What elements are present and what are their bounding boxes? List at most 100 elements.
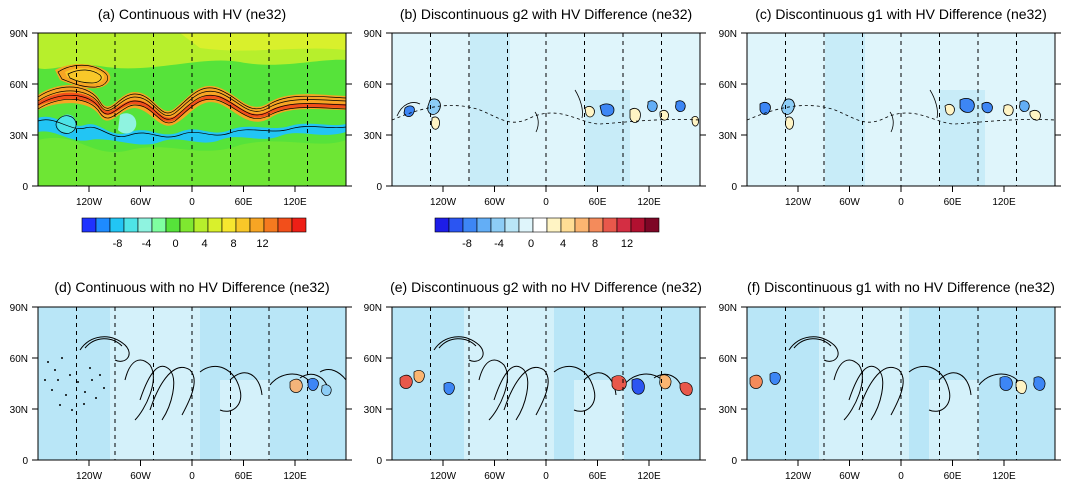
panel-a-xtick-120e: 120E [283, 197, 307, 208]
colorbar-a-label-12: 12 [256, 238, 268, 250]
panel-d-xtick-120e: 120E [283, 471, 307, 482]
colorbar-b-swatch-9 [560, 217, 576, 233]
colorbar-b-swatch-10 [574, 217, 590, 233]
colorbar-a-swatch-10 [221, 217, 237, 233]
panel-d-xtick-0: 0 [189, 471, 195, 482]
colorbar-b-label-neg4: -4 [494, 238, 504, 250]
panel-d: (d) Continuous with no HV Difference (ne… [10, 279, 352, 482]
panel-d-lon-dashes [76, 307, 308, 460]
panel-c-xtick-60w: 60W [839, 197, 860, 208]
panel-f-lon-dashes [785, 307, 1017, 460]
panel-a-lon-dashes [76, 33, 308, 186]
colorbar-a-swatch-8 [193, 217, 209, 233]
colorbar-a-swatch-5 [151, 217, 167, 233]
colorbar-a-swatch-13 [263, 217, 279, 233]
panel-e-ytick-0: 0 [376, 456, 382, 467]
panel-d-ytick-30n: 30N [10, 405, 28, 416]
panel-b-title: (b) Discontinuous g2 with HV Difference … [400, 6, 692, 22]
panel-f-xtick-120w: 120W [785, 471, 812, 482]
panel-f-xtick-120e: 120E [992, 471, 1016, 482]
colorbar-a-swatch-7 [179, 217, 195, 233]
panel-b-ytick-60n: 60N [364, 80, 382, 91]
panel-c-ytick-30n: 30N [719, 131, 737, 142]
colorbar-a-swatch-12 [249, 217, 265, 233]
panel-c-ticks [741, 32, 1061, 192]
panel-a-xtick-0: 0 [189, 197, 195, 208]
panel-b-ytick-30n: 30N [364, 131, 382, 142]
colorbar-b-swatch-4 [490, 217, 506, 233]
panel-b-xtick-120e: 120E [637, 197, 661, 208]
colorbar-b-swatch-13 [616, 217, 632, 233]
colorbar-b-swatch-7 [532, 217, 548, 233]
colorbar-b-swatch-14 [630, 217, 646, 233]
colorbar-a-swatch-3 [123, 217, 139, 233]
colorbar-b-label-8: 8 [592, 238, 598, 250]
colorbar-b-label-0: 0 [528, 238, 534, 250]
panel-d-ytick-0: 0 [22, 456, 28, 467]
colorbar-a-swatch-4 [137, 217, 153, 233]
panel-e-ytick-30n: 30N [364, 405, 382, 416]
colorbar-b-swatch-15 [644, 217, 660, 233]
colorbar-b-swatch-6 [518, 217, 534, 233]
panel-b-xtick-60e: 60E [589, 197, 607, 208]
panel-a-colorbar [81, 217, 307, 233]
colorbar-b-swatch-12 [602, 217, 618, 233]
panel-b-xtick-120w: 120W [430, 197, 457, 208]
panel-b-lon-dashes [430, 33, 662, 186]
panel-b-ytick-0: 0 [376, 182, 382, 193]
panel-a-ytick-60n: 60N [10, 80, 28, 91]
panel-e-ytick-60n: 60N [364, 354, 382, 365]
panel-c-title: (c) Discontinuous g1 with HV Difference … [755, 6, 1047, 22]
panel-f-ytick-30n: 30N [719, 405, 737, 416]
colorbar-b-swatch-5 [504, 217, 520, 233]
panel-f-ytick-90n: 90N [719, 303, 737, 314]
panel-d-xtick-60w: 60W [130, 471, 151, 482]
colorbar-b-swatch-8 [546, 217, 562, 233]
panel-a-ytick-90n: 90N [10, 29, 28, 40]
panel-a-xtick-60e: 60E [235, 197, 253, 208]
panel-e: (e) Discontinuous g2 with no HV Differen… [364, 279, 706, 482]
panel-c-ytick-0: 0 [731, 182, 737, 193]
panel-d-xtick-120w: 120W [76, 471, 103, 482]
panel-a: (a) Continuous with HV (ne32) [10, 6, 352, 250]
panel-e-title: (e) Discontinuous g2 with no HV Differen… [390, 279, 702, 295]
panel-c-ytick-60n: 60N [719, 80, 737, 91]
panel-e-lon-dashes [430, 307, 662, 460]
colorbar-a-swatch-11 [235, 217, 251, 233]
panel-f-ytick-0: 0 [731, 456, 737, 467]
panel-f-ticks [741, 306, 1061, 466]
panel-a-xtick-60w: 60W [130, 197, 151, 208]
colorbar-a-swatch-6 [165, 217, 181, 233]
panel-a-xtick-120w: 120W [76, 197, 103, 208]
panel-f: (f) Discontinuous g1 with no HV Differen… [719, 279, 1061, 482]
panel-e-xtick-120w: 120W [430, 471, 457, 482]
panel-a-ticks [32, 32, 352, 192]
colorbar-a-swatch-9 [207, 217, 223, 233]
panel-c-xtick-0: 0 [898, 197, 904, 208]
panel-e-xtick-60w: 60W [484, 471, 505, 482]
panel-a-title: (a) Continuous with HV (ne32) [98, 6, 286, 22]
panel-d-ytick-90n: 90N [10, 303, 28, 314]
colorbar-a-swatch-1 [95, 217, 111, 233]
colorbar-b-swatch-1 [448, 217, 464, 233]
panel-a-ytick-0: 0 [22, 182, 28, 193]
panel-c-lon-dashes [785, 33, 1017, 186]
panel-a-ytick-30n: 30N [10, 131, 28, 142]
colorbar-a-swatch-14 [277, 217, 293, 233]
panel-f-xtick-60w: 60W [839, 471, 860, 482]
panel-d-ytick-60n: 60N [10, 354, 28, 365]
colorbar-a-label-8: 8 [230, 238, 236, 250]
colorbar-b-label-12: 12 [621, 238, 633, 250]
panel-b: (b) Discontinuous g2 with HV Difference … [364, 6, 706, 250]
colorbar-a-label-0: 0 [172, 238, 178, 250]
panel-b-ytick-90n: 90N [364, 29, 382, 40]
colorbar-a-swatch-2 [109, 217, 125, 233]
colorbar-b-swatch-3 [476, 217, 492, 233]
panel-b-ticks [386, 32, 706, 192]
panel-e-ticks [386, 306, 706, 466]
panel-c-xtick-120e: 120E [992, 197, 1016, 208]
panel-c: (c) Discontinuous g1 with HV Difference … [719, 6, 1061, 208]
panel-f-title: (f) Discontinuous g1 with no HV Differen… [747, 279, 1055, 295]
panel-e-xtick-60e: 60E [589, 471, 607, 482]
panel-c-xtick-120w: 120W [785, 197, 812, 208]
